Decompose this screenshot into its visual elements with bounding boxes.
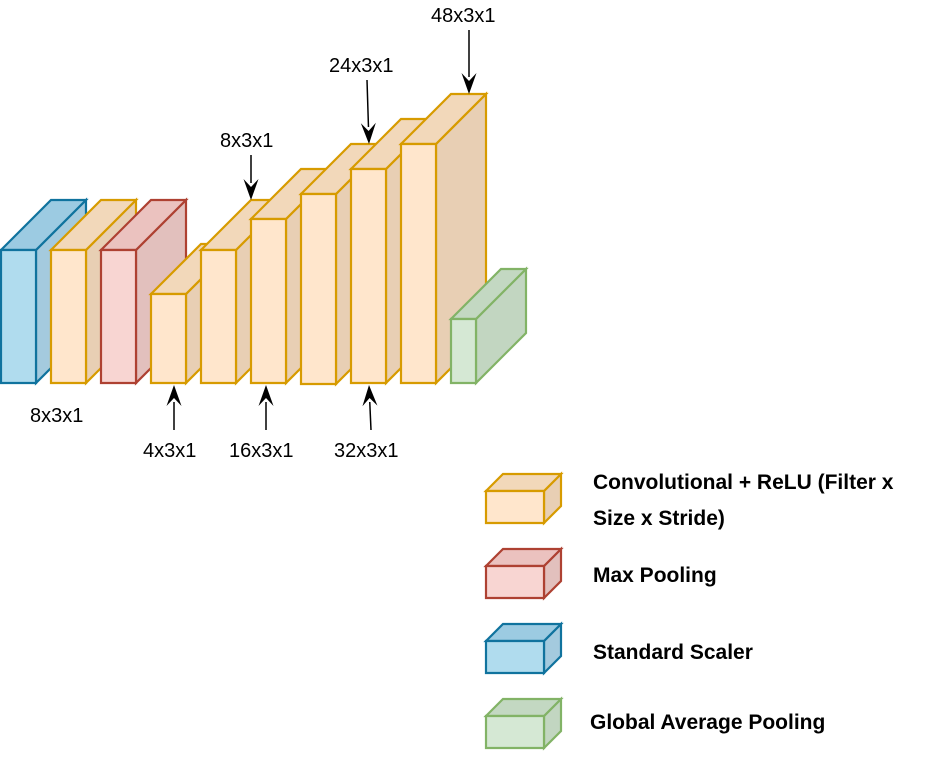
arrow-conv-8-head (243, 179, 259, 200)
label-conv-48: 48x3x1 (431, 5, 496, 27)
legend-conv-label-line2: Size x Stride) (593, 507, 725, 530)
legend-conv-icon-front-face (484, 489, 546, 525)
label-conv-4: 4x3x1 (143, 440, 196, 462)
block-max-pool-1-front-face (99, 248, 138, 385)
layer-arrows (166, 30, 477, 431)
legend-pool-label: Max Pooling (593, 564, 717, 587)
label-conv-8: 8x3x1 (220, 130, 273, 152)
label-conv-16: 16x3x1 (229, 440, 294, 462)
label-conv-24: 24x3x1 (329, 55, 394, 77)
arrow-conv-8 (243, 155, 259, 200)
legend-pool-icon-front-face (484, 564, 546, 600)
block-conv-48-front-face (399, 142, 438, 385)
legend: Convolutional + ReLU (Filter x Size x St… (483, 471, 894, 751)
arrow-conv-32-shaft (369, 401, 372, 431)
block-conv-8b-front-face (199, 248, 238, 385)
legend-gap-icon (483, 696, 564, 751)
arrow-conv-24 (360, 79, 376, 144)
legend-icons (483, 471, 564, 751)
block-global-avg-pool-front-face (449, 317, 478, 385)
legend-pool-icon (483, 546, 564, 601)
block-conv-16-front-face (249, 217, 288, 385)
arrow-conv-32 (362, 385, 378, 431)
arrow-conv-16 (258, 385, 274, 430)
label-conv-32: 32x3x1 (334, 440, 399, 462)
legend-gap-label: Global Average Pooling (590, 711, 825, 734)
legend-scaler-icon-front-face (484, 639, 546, 675)
block-conv-8-front-face (49, 248, 88, 385)
arrow-conv-4-head (166, 385, 182, 406)
arrow-conv-48-head (461, 73, 477, 94)
arrow-conv-48 (461, 30, 477, 94)
block-conv-32-front-face (349, 167, 388, 385)
legend-conv-icon (483, 471, 564, 526)
legend-scaler-label: Standard Scaler (593, 641, 753, 664)
block-global-avg-pool (448, 266, 529, 386)
arrow-conv-16-head (258, 385, 274, 406)
block-conv-24-front-face (299, 192, 338, 386)
arrow-conv-4 (166, 385, 182, 430)
arrow-conv-24-head (360, 122, 376, 144)
layer-blocks (0, 91, 529, 387)
block-standard-scaler-front-face (0, 248, 38, 385)
arrow-conv-24-shaft (366, 79, 370, 128)
legend-conv-label-line1: Convolutional + ReLU (Filter x (593, 471, 894, 494)
label-scaler-filter: 8x3x1 (30, 405, 83, 427)
legend-scaler-icon (483, 621, 564, 676)
block-conv-4-front-face (149, 292, 188, 385)
legend-gap-icon-front-face (484, 714, 546, 750)
arrow-conv-32-head (362, 385, 378, 407)
